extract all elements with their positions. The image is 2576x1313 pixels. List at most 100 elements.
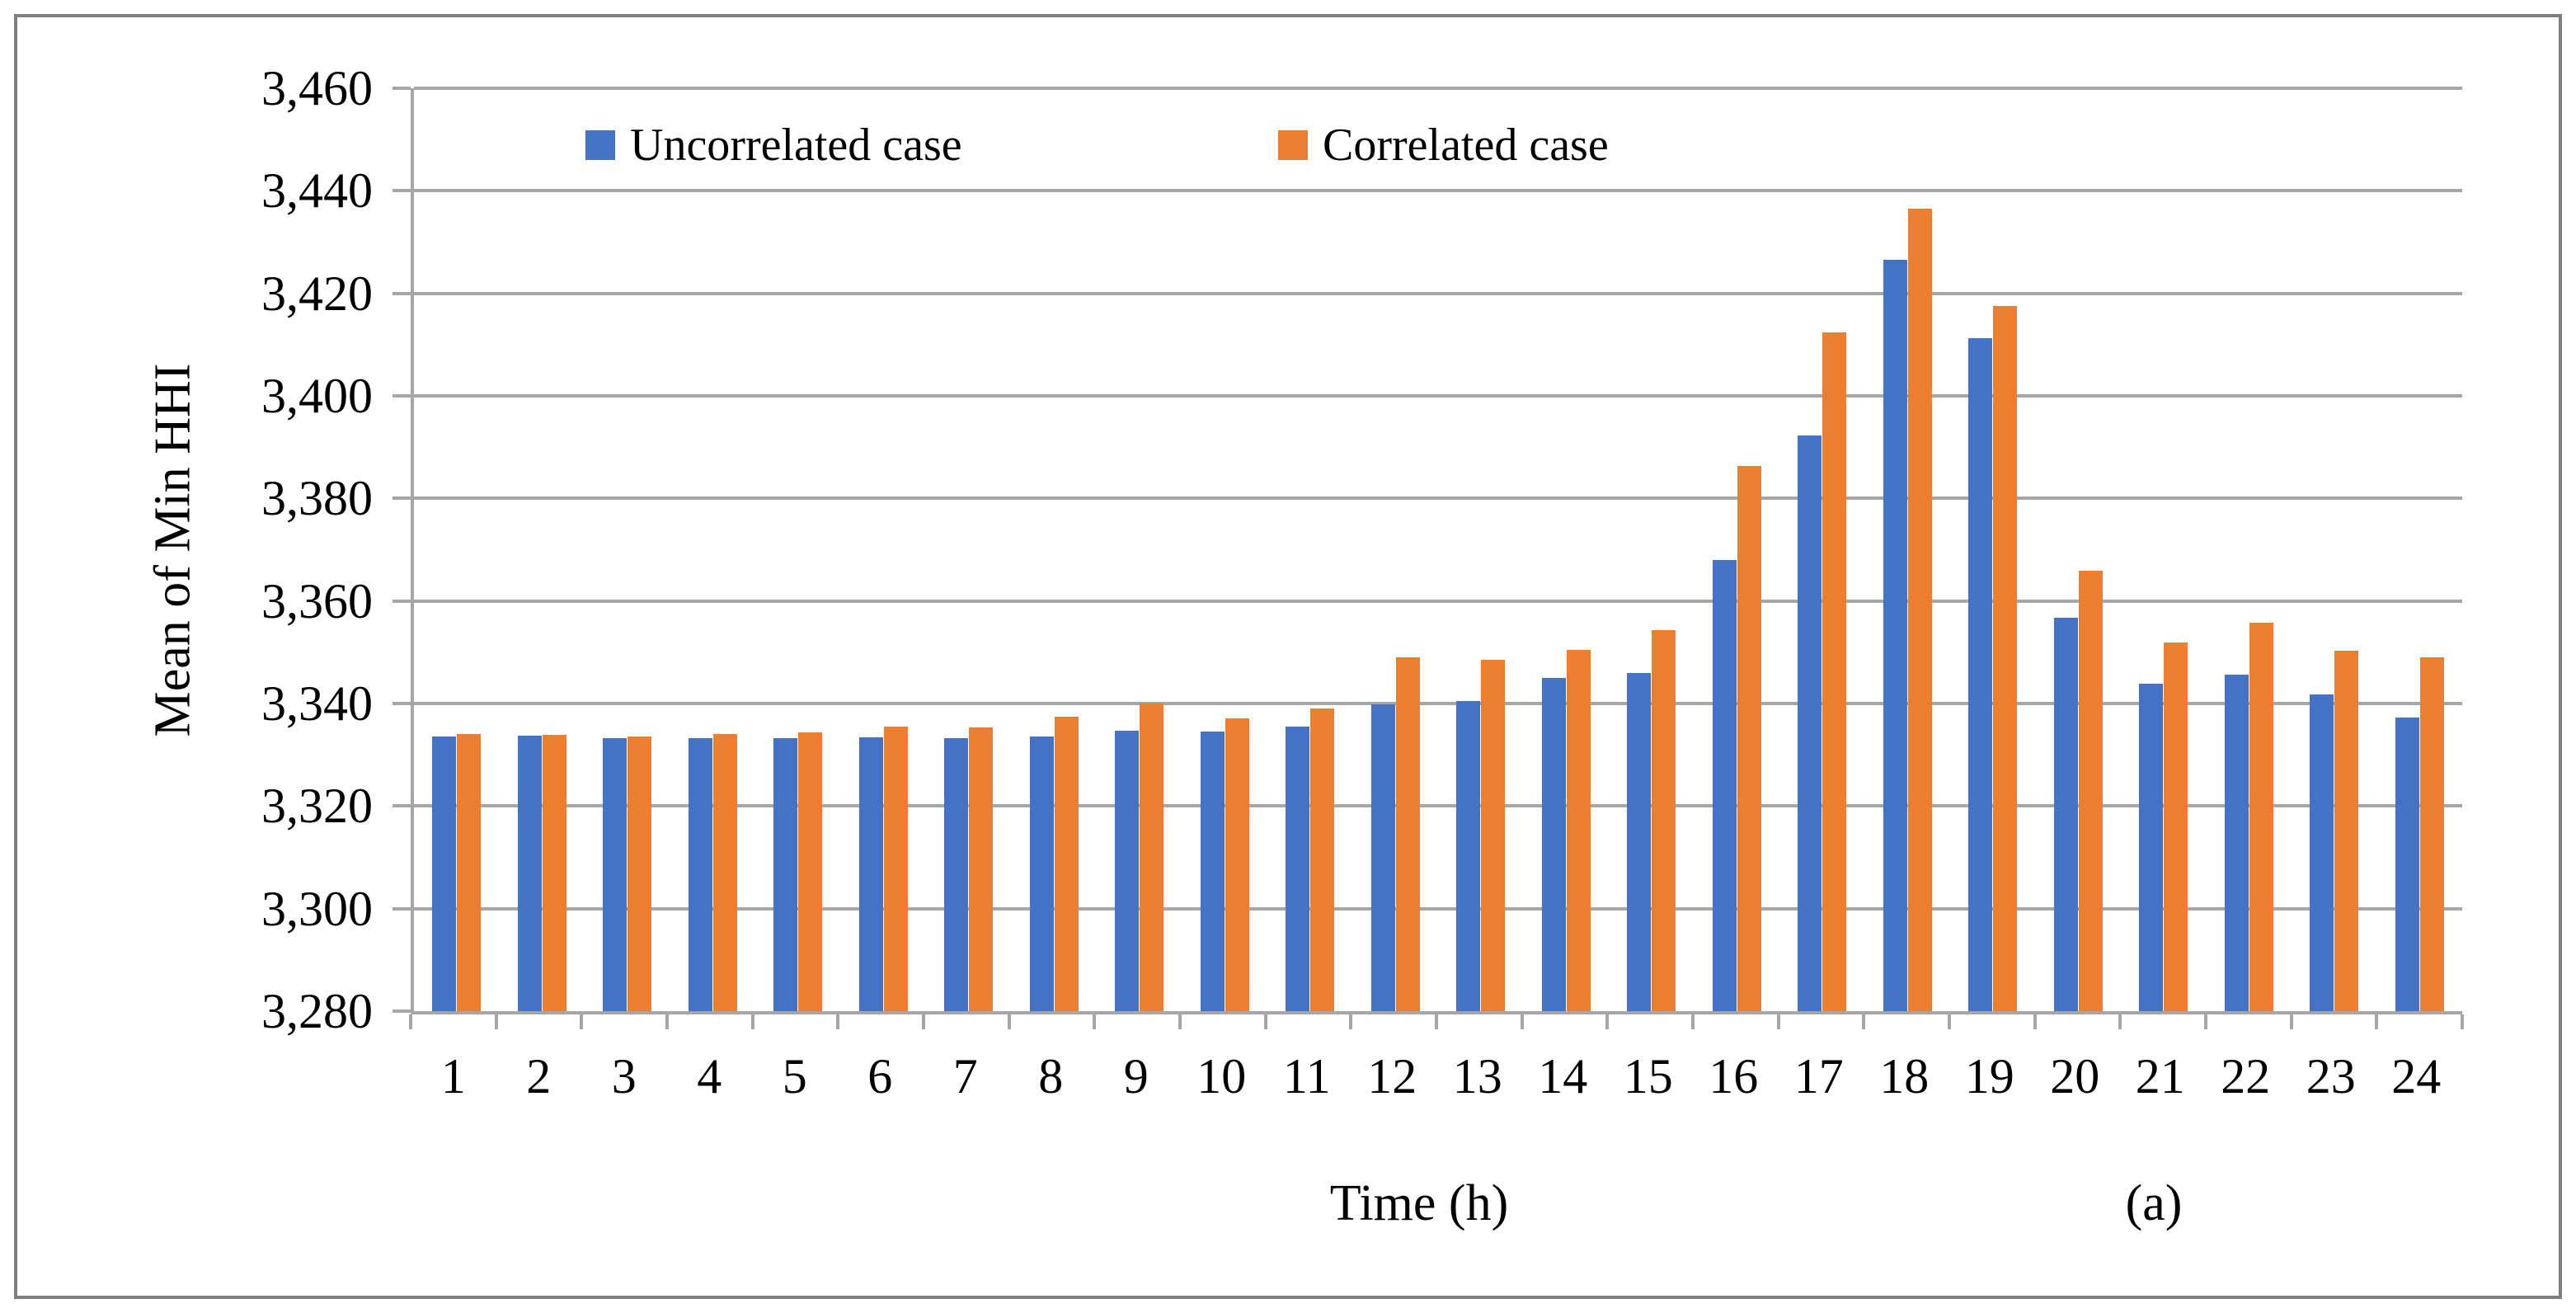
bar-uncorrelated-case-h9 xyxy=(1115,730,1140,1011)
bar-correlated-case-h6 xyxy=(883,726,908,1011)
x-tick-mark xyxy=(1178,1014,1182,1029)
x-tick-label: 17 xyxy=(1793,1049,1844,1104)
gridline xyxy=(414,291,2462,295)
bar-correlated-case-h24 xyxy=(2419,657,2444,1011)
x-tick-mark xyxy=(2118,1014,2122,1029)
x-tick-label: 9 xyxy=(1123,1049,1149,1104)
x-axis-ticks xyxy=(409,1014,2464,1031)
bar-uncorrelated-case-h16 xyxy=(1712,559,1737,1011)
bar-uncorrelated-case-h18 xyxy=(1883,260,1907,1011)
y-tick-mark xyxy=(393,804,411,808)
category-group-23 xyxy=(2292,88,2377,1011)
y-tick-mark xyxy=(393,87,411,90)
y-tick-mark xyxy=(393,496,411,501)
x-tick-mark xyxy=(750,1014,754,1029)
plot-area xyxy=(411,87,2463,1014)
bar-correlated-case-h18 xyxy=(1907,209,1932,1011)
bar-correlated-case-h21 xyxy=(2164,642,2188,1011)
x-tick-label: 18 xyxy=(1879,1049,1930,1104)
x-tick-mark xyxy=(922,1014,925,1029)
bar-correlated-case-h9 xyxy=(1140,704,1164,1011)
y-tick-label: 3,440 xyxy=(261,163,373,219)
subfigure-annotation: (a) xyxy=(2125,1175,2183,1231)
y-tick-mark xyxy=(393,394,411,398)
x-tick-label: 3 xyxy=(611,1049,637,1104)
bar-correlated-case-h13 xyxy=(1481,660,1506,1011)
x-tick-mark xyxy=(409,1014,412,1029)
bar-correlated-case-h7 xyxy=(969,727,994,1011)
bar-uncorrelated-case-h24 xyxy=(2395,718,2419,1011)
x-tick-mark xyxy=(1093,1014,1097,1029)
legend-label-uncorrelated: Uncorrelated case xyxy=(630,120,962,171)
bar-correlated-case-h1 xyxy=(457,734,482,1011)
bar-uncorrelated-case-h8 xyxy=(1029,737,1054,1011)
x-tick-mark xyxy=(1605,1014,1610,1029)
gridline xyxy=(414,394,2462,398)
category-group-22 xyxy=(2207,88,2292,1011)
category-group-3 xyxy=(585,88,670,1011)
y-tick-label: 3,300 xyxy=(261,881,373,936)
x-tick-label: 5 xyxy=(782,1049,807,1104)
x-tick-mark xyxy=(1435,1014,1438,1029)
bar-uncorrelated-case-h15 xyxy=(1627,672,1652,1011)
y-tick-label: 3,360 xyxy=(261,573,373,628)
category-group-21 xyxy=(2121,88,2207,1011)
category-group-5 xyxy=(755,88,841,1011)
y-tick-label: 3,340 xyxy=(261,676,373,731)
x-tick-label: 8 xyxy=(1038,1049,1064,1104)
category-group-20 xyxy=(2036,88,2122,1011)
x-tick-label: 20 xyxy=(2050,1049,2100,1104)
bar-correlated-case-h17 xyxy=(1822,332,1847,1011)
category-group-17 xyxy=(1779,88,1865,1011)
bar-uncorrelated-case-h5 xyxy=(773,738,798,1011)
x-tick-mark xyxy=(1349,1014,1353,1029)
x-tick-label: 24 xyxy=(2391,1049,2442,1104)
y-tick-label: 3,380 xyxy=(261,471,373,526)
x-tick-label: 10 xyxy=(1196,1049,1247,1104)
x-tick-mark xyxy=(2204,1014,2207,1029)
x-tick-label: 1 xyxy=(440,1049,466,1104)
category-group-6 xyxy=(841,88,927,1011)
legend-item-uncorrelated: Uncorrelated case xyxy=(585,122,962,168)
x-tick-label: 15 xyxy=(1623,1049,1673,1104)
y-tick-mark xyxy=(393,189,411,193)
category-group-10 xyxy=(1182,88,1268,1011)
legend-label-correlated: Correlated case xyxy=(1323,120,1609,171)
x-tick-label: 11 xyxy=(1282,1049,1331,1104)
category-group-24 xyxy=(2377,88,2463,1011)
category-group-2 xyxy=(500,88,585,1011)
y-tick-mark xyxy=(393,1009,411,1013)
gridline xyxy=(414,496,2462,501)
y-tick-mark xyxy=(393,599,411,603)
bar-correlated-case-h15 xyxy=(1652,630,1676,1011)
gridline xyxy=(414,87,2462,90)
x-tick-label: 13 xyxy=(1452,1049,1502,1104)
x-tick-label: 4 xyxy=(697,1049,722,1104)
bar-correlated-case-h10 xyxy=(1225,718,1249,1011)
bar-correlated-case-h5 xyxy=(798,732,823,1011)
y-axis-labels: 3,280 3,300 3,320 3,340 3,360 3,380 3,400 3,420… xyxy=(0,64,373,1036)
x-tick-mark xyxy=(1007,1014,1011,1029)
bar-uncorrelated-case-h7 xyxy=(944,737,969,1011)
x-tick-mark xyxy=(1776,1014,1780,1029)
gridline xyxy=(414,702,2462,706)
gridline xyxy=(414,599,2462,603)
x-tick-mark xyxy=(665,1014,669,1029)
y-tick-mark xyxy=(393,291,411,295)
bar-uncorrelated-case-h12 xyxy=(1370,704,1395,1011)
bar-correlated-case-h2 xyxy=(542,734,566,1011)
x-tick-label: 2 xyxy=(526,1049,552,1104)
category-group-7 xyxy=(926,88,1012,1011)
x-tick-label: 23 xyxy=(2306,1049,2356,1104)
bar-uncorrelated-case-h2 xyxy=(517,736,542,1011)
x-tick-mark xyxy=(836,1014,840,1029)
bar-correlated-case-h14 xyxy=(1566,649,1591,1011)
bar-uncorrelated-case-h20 xyxy=(2053,617,2078,1011)
legend-item-correlated: Correlated case xyxy=(1278,122,1609,168)
x-tick-label: 6 xyxy=(867,1049,893,1104)
bar-uncorrelated-case-h13 xyxy=(1456,700,1481,1011)
x-tick-mark xyxy=(2033,1014,2037,1029)
x-tick-mark xyxy=(1691,1014,1695,1029)
legend: Uncorrelated case Correlated case xyxy=(0,122,2576,168)
